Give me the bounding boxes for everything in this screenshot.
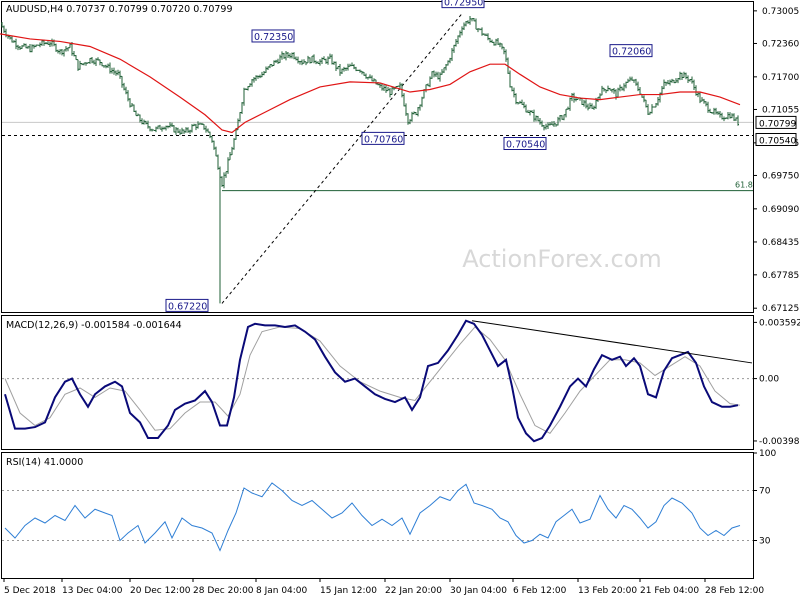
price-callout-label: 0.70760 [364, 134, 403, 145]
moving-average [0, 33, 741, 134]
fib-618-label: 61.8 [735, 181, 753, 190]
macd-layer: 0.003592 0.00 -0.003986 [2, 318, 800, 447]
rsi-line [4, 482, 741, 552]
price-tick-label: 0.72360 [762, 39, 799, 49]
price-labels: 0.72950 0.72350 0.72060 0.70760 0.70540 0.672… [165, 0, 653, 312]
price-callout-box [361, 131, 405, 145]
price-tick-label: 0.71700 [762, 73, 799, 83]
x-tick-label: 30 Jan 04:00 [450, 586, 507, 596]
price-levels: 61.8 0.70799 0.70540 [2, 13, 797, 304]
current-price-label: 0.70799 [759, 119, 796, 129]
price-tick-label: 0.71055 [762, 105, 799, 115]
x-tick-label: 28 Feb 12:00 [705, 586, 764, 596]
price-callout-box [441, 0, 485, 9]
price-panel-frame [1, 1, 754, 313]
rsi-tick-label: 100 [759, 449, 776, 459]
price-callout-label: 0.70540 [506, 140, 545, 151]
price-tick-label: 0.67785 [762, 271, 799, 281]
macd-tick-label: 0.00 [759, 375, 779, 385]
rsi-layer: 100 70 30 [2, 449, 776, 552]
price-callout-label: 0.72060 [612, 47, 651, 58]
rsi-tick-label: 30 [759, 537, 771, 547]
macd-line [4, 319, 739, 443]
x-tick-label: 13 Dec 04:00 [62, 586, 123, 596]
x-tick-label: 8 Jan 04:00 [256, 586, 308, 596]
price-callout-box [609, 44, 653, 58]
macd-header: MACD(12,26,9) -0.001584 -0.001644 [6, 320, 182, 331]
macd-tick-label: -0.003986 [759, 437, 800, 447]
price-callout-box [251, 29, 295, 43]
price-tick-label: 0.69750 [762, 171, 799, 181]
support-price-box [755, 133, 797, 147]
current-price-box [755, 115, 797, 129]
price-tick-label: 0.68435 [762, 238, 799, 248]
macd-tick-label: 0.003592 [759, 318, 800, 328]
price-tick-label: 0.69090 [762, 205, 799, 215]
watermark: ActionForex.com [462, 245, 662, 273]
price-callout-label: 0.67220 [168, 301, 207, 312]
macd-signal-line [4, 326, 741, 434]
price-callout-box [503, 137, 547, 151]
x-tick-label: 22 Jan 20:00 [385, 586, 442, 596]
moving-average-line [0, 33, 741, 134]
rsi-header: RSI(14) 41.0000 [6, 457, 83, 468]
x-tick-label: 21 Feb 04:00 [640, 586, 699, 596]
x-tick-label: 28 Dec 20:00 [193, 586, 254, 596]
price-candles [1, 16, 739, 304]
price-axis-labels: 0.730050.723600.717000.710550.703950.697… [753, 7, 799, 314]
x-tick-label: 6 Feb 12:00 [513, 586, 567, 596]
price-header: AUDUSD,H4 0.70737 0.70799 0.70720 0.7079… [6, 4, 233, 15]
x-tick-label: 20 Dec 12:00 [130, 586, 191, 596]
x-tick-label: 15 Jan 12:00 [320, 586, 377, 596]
price-callout-label: 0.72950 [444, 0, 483, 9]
retracement-dashed-line [221, 13, 463, 304]
x-tick-label: 13 Feb 20:00 [578, 586, 637, 596]
price-tick-label: 0.67125 [762, 304, 799, 314]
x-tick-label: 5 Dec 2018 [4, 586, 56, 596]
price-tick-label: 0.73005 [762, 7, 799, 17]
support-price-label: 0.70540 [759, 137, 796, 147]
macd-trendline [471, 320, 753, 364]
price-callout-box [165, 298, 209, 312]
rsi-panel-frame [1, 452, 754, 579]
rsi-tick-label: 70 [759, 487, 771, 497]
x-axis: 5 Dec 2018 13 Dec 04:00 20 Dec 12:00 28 Dec… [3, 578, 764, 596]
price-callout-label: 0.72350 [254, 32, 293, 43]
macd-panel-frame [1, 315, 754, 450]
